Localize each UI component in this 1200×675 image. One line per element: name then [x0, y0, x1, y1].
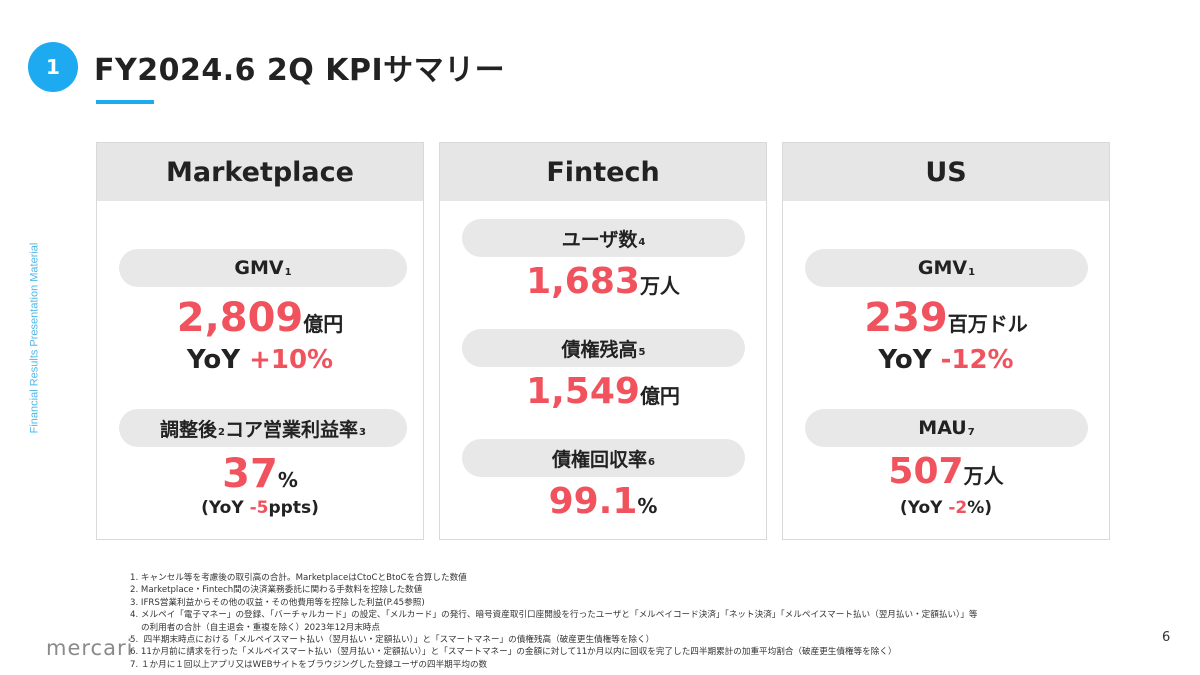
section-number-badge: 1: [28, 42, 78, 92]
footnote-line: 5. 四半期末時点における「メルペイスマート払い（翌月払い・定額払い）」と「スマ…: [130, 635, 655, 646]
margin-value: 37%: [222, 451, 298, 497]
gmv-label-pill: GMV 1: [119, 249, 407, 287]
card-us: US GMV 1 239百万ドル YoY -12% MAU 7 507万人 (YoY…: [782, 142, 1110, 540]
balance-value: 1,549億円: [526, 371, 680, 412]
recovery-value: 99.1%: [548, 481, 658, 522]
margin-label-pill: 調整後 2 コア営業利益率 3: [119, 409, 407, 447]
footnote-line: 2. Marketplace・Fintech間の決済業務委託に関わる手数料を控除…: [130, 585, 423, 596]
card-title: Marketplace: [97, 143, 423, 201]
gmv-value: 2,809億円: [176, 295, 344, 341]
card-marketplace: Marketplace GMV 1 2,809億円 YoY +10% 調整後 2 コア…: [96, 142, 424, 540]
card-fintech: Fintech ユーザ数 4 1,683万人 債権残高 5 1,549億円 債権回収…: [439, 142, 767, 540]
footnote-line: 4. メルペイ「電子マネー」の登録、「バーチャルカード」の設定、「メルカード」の…: [130, 610, 978, 621]
margin-yoy: (YoY -5ppts): [201, 498, 319, 518]
page-number: 6: [1162, 630, 1171, 645]
recovery-label-pill: 債権回収率 6: [462, 439, 745, 477]
gmv-yoy: YoY -12%: [878, 345, 1014, 375]
mau-label-pill: MAU 7: [805, 409, 1088, 447]
title-underline: [96, 100, 154, 104]
footnotes: 1. キャンセル等を考慮後の取引高の合計。MarketplaceはCtoCとBt…: [130, 572, 1160, 671]
users-label-pill: ユーザ数 4: [462, 219, 745, 257]
header: 1 FY2024.6 2Q KPIサマリー: [28, 42, 505, 92]
card-title: Fintech: [440, 143, 766, 201]
footnote-line: の利用者の合計（自主退会・重複を除く）2023年12月末時点: [130, 622, 380, 633]
mau-yoy: (YoY -2%): [899, 498, 993, 518]
footnote-line: 3. IFRS営業利益からその他の収益・その他費用等を控除した利益(P.45参照…: [130, 597, 425, 608]
mau-value: 507万人: [888, 451, 1004, 492]
footnote-line: 6. 11か月前に請求を行った「メルペイスマート払い（翌月払い・定額払い）」と「…: [130, 647, 897, 658]
footnote-line: 7. １か月に１回以上アプリ又はWEBサイトをブラウジングした登録ユーザの四半期…: [130, 659, 488, 670]
gmv-label-pill: GMV 1: [805, 249, 1088, 287]
card-title: US: [783, 143, 1109, 201]
balance-label-pill: 債権残高 5: [462, 329, 745, 367]
mercari-logo: mercari: [46, 636, 134, 660]
users-value: 1,683万人: [526, 261, 680, 302]
page-title: FY2024.6 2Q KPIサマリー: [94, 53, 506, 88]
footnote-line: 1. キャンセル等を考慮後の取引高の合計。MarketplaceはCtoCとBt…: [130, 573, 467, 583]
side-label: Financial Results Presentation Material: [28, 242, 41, 433]
gmv-yoy: YoY +10%: [186, 345, 334, 375]
gmv-value: 239百万ドル: [864, 295, 1028, 341]
